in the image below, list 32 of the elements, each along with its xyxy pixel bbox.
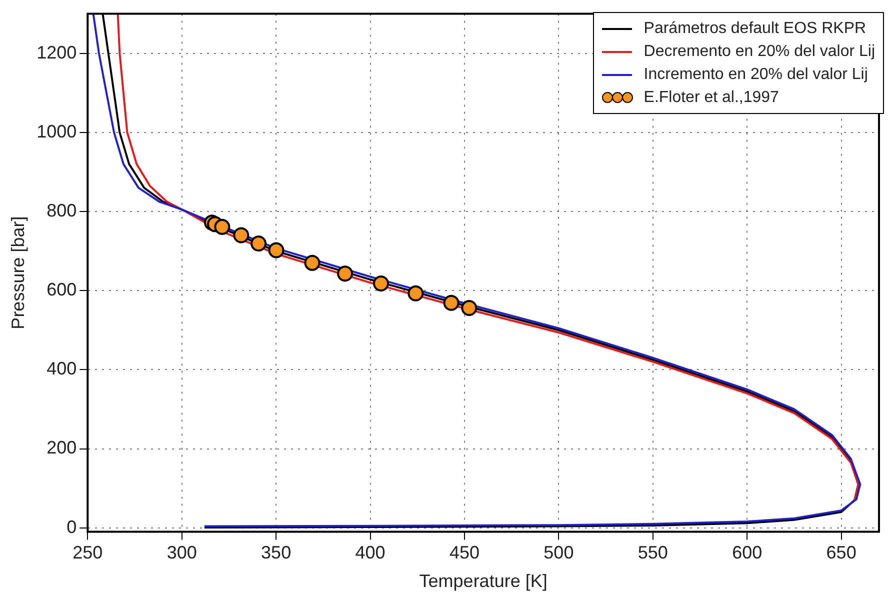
point bbox=[214, 218, 230, 235]
x-tick-label: 450 bbox=[449, 542, 480, 563]
point bbox=[373, 275, 390, 292]
x-tick-label: 600 bbox=[732, 542, 762, 563]
y-tick-label: 400 bbox=[46, 358, 77, 379]
x-tick-label: 550 bbox=[638, 542, 668, 563]
legend-label: Decremento en 20% del valor Lij bbox=[644, 42, 875, 60]
y-tick-label: 800 bbox=[46, 200, 77, 220]
legend-label: E.Floter et al.,1997 bbox=[644, 88, 779, 106]
x-tick-label: 350 bbox=[261, 542, 292, 563]
y-tick-label: 200 bbox=[46, 438, 77, 458]
x-tick-label: 500 bbox=[544, 542, 574, 563]
x-tick-label: 250 bbox=[72, 542, 103, 563]
point bbox=[408, 285, 424, 302]
y-tick-label: 1000 bbox=[36, 121, 77, 142]
legend-label: Parámetros default EOS RKPR bbox=[644, 20, 866, 38]
x-axis-title: Temperature [K] bbox=[419, 571, 548, 592]
point bbox=[250, 236, 267, 252]
point bbox=[304, 254, 320, 271]
point bbox=[233, 227, 250, 244]
legend-label: Incremento en 20% del valor Lij bbox=[644, 66, 868, 84]
x-tick-label: 650 bbox=[826, 542, 856, 563]
y-tick-label: 1200 bbox=[36, 42, 77, 62]
point bbox=[337, 266, 354, 282]
y-tick-label: 600 bbox=[46, 280, 77, 300]
point bbox=[461, 300, 478, 316]
y-tick-label: 0 bbox=[66, 516, 77, 537]
point bbox=[443, 294, 460, 311]
x-tick-label: 300 bbox=[166, 542, 197, 563]
point bbox=[268, 242, 284, 258]
y-axis-title: Pressure [bar] bbox=[8, 216, 28, 330]
x-tick-label: 400 bbox=[355, 542, 386, 563]
